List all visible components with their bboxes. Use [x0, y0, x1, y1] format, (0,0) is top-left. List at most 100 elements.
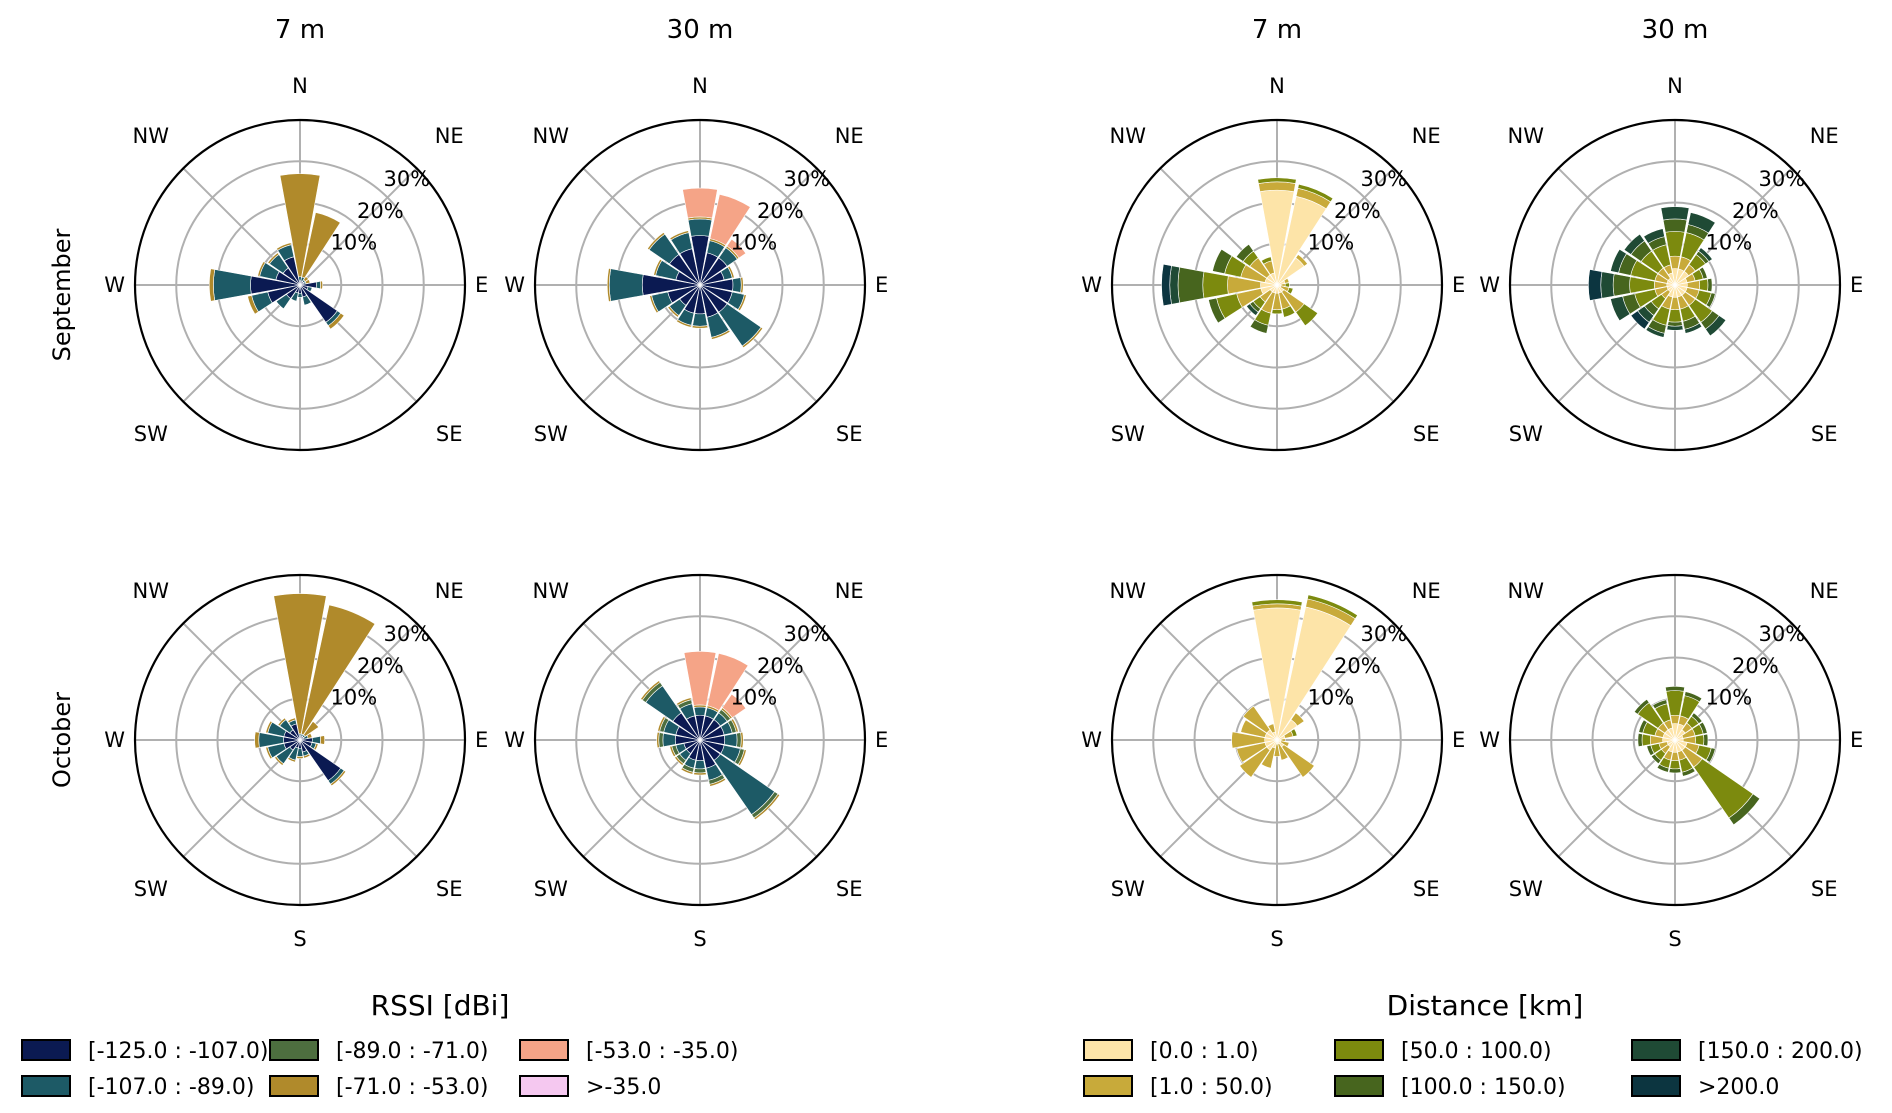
row-title-september: September — [48, 229, 76, 362]
column-title-rssi-30m: 30 m — [667, 15, 734, 45]
windrose-bar — [1698, 266, 1708, 280]
windrose-bar — [1667, 321, 1683, 327]
legend-swatch — [21, 1075, 71, 1097]
direction-label: SE — [1413, 877, 1440, 901]
polar-frame — [1110, 573, 1444, 907]
windrose-bar — [709, 193, 751, 246]
windrose-bar — [290, 291, 299, 302]
windrose-bar — [1669, 759, 1681, 770]
direction-label: SE — [1811, 422, 1838, 446]
windrose-bar — [658, 732, 664, 748]
windrose-bar — [740, 276, 744, 294]
windrose-bar — [315, 280, 321, 290]
direction-label: NW — [133, 124, 170, 148]
radial-tick-label: 20% — [1334, 654, 1381, 678]
direction-label: NE — [435, 124, 464, 148]
column-title-rssi-7m: 7 m — [275, 15, 325, 45]
direction-label: E — [875, 728, 888, 752]
windrose-bar — [276, 242, 292, 251]
windrose-bar — [692, 313, 708, 327]
windrose-bar — [640, 680, 661, 701]
windrose-bar — [1231, 731, 1266, 749]
windrose-bar — [732, 277, 742, 293]
windrose-bar — [277, 717, 287, 727]
windrose-bar — [1290, 712, 1305, 727]
direction-label: SW — [1509, 422, 1543, 446]
direction-label: NE — [1412, 579, 1441, 603]
windrose-bar — [1277, 743, 1289, 761]
windrose-bar — [693, 768, 707, 774]
windrose-bar — [1637, 732, 1643, 748]
angular-gridline — [182, 622, 301, 741]
direction-label: N — [1667, 74, 1683, 98]
windrose-bar — [693, 706, 707, 716]
direction-label: SW — [534, 877, 568, 901]
radial-tick-label: 20% — [757, 199, 804, 223]
legend-swatch — [519, 1075, 569, 1097]
radial-tick-label: 10% — [1308, 685, 1355, 709]
windrose-bar — [737, 749, 747, 767]
windrose-bar — [606, 267, 612, 303]
polar-frame — [1508, 573, 1842, 907]
windrose-bar — [1251, 599, 1303, 607]
windrose-bar — [297, 292, 303, 298]
windrose-bar — [687, 218, 713, 237]
windrose-bar — [1670, 714, 1680, 725]
windrose-bar — [656, 731, 660, 749]
windrose-bar — [1698, 721, 1708, 735]
direction-label: NW — [133, 579, 170, 603]
windrose-bar — [694, 759, 706, 770]
windrose-bar — [1236, 742, 1268, 763]
direction-label: W — [1479, 728, 1500, 752]
legend-label: [-71.0 : -53.0) — [336, 1075, 488, 1100]
windrose-bar — [1283, 277, 1290, 284]
windrose-bar — [1662, 218, 1688, 233]
windrose-bar — [209, 268, 216, 302]
windrose-plot: 10% 20% 30% N NE E SE SW W NW — [1081, 74, 1465, 452]
windrose-bar — [1707, 277, 1713, 293]
windrose-bar — [1258, 181, 1296, 193]
windrose-plot: 10% 20% 30%NE E SE S SW W NW — [504, 573, 888, 951]
direction-label: S — [1270, 927, 1283, 951]
radial-tick-label: 30% — [1759, 167, 1806, 191]
windrose-bar — [1705, 292, 1716, 308]
titles-layer: 7 m 30 m 7 m 30 m September October — [48, 15, 1708, 788]
radial-tick-label: 20% — [1334, 199, 1381, 223]
windrose-bar — [1641, 733, 1651, 747]
windrose-bar — [1728, 793, 1761, 826]
radial-tick-label: 10% — [731, 685, 778, 709]
legend-rssi: RSSI [dBi] [-125.0 : -107.0) [-107.0 : -89… — [21, 989, 738, 1100]
windrose-bar — [1668, 768, 1682, 774]
windrose-bar — [299, 739, 342, 782]
windrose-bar — [1295, 303, 1319, 327]
direction-label: NE — [835, 579, 864, 603]
windrose-bar — [1273, 743, 1281, 757]
direction-label: N — [692, 74, 708, 98]
row-title-october: October — [48, 692, 76, 788]
windrose-bar — [306, 732, 313, 739]
windrose-bar — [1290, 728, 1298, 737]
direction-label: NW — [1110, 579, 1147, 603]
windrose-bar — [707, 652, 749, 711]
direction-label: SE — [436, 877, 463, 901]
windrose-bar — [1286, 287, 1294, 295]
direction-label: SW — [1111, 877, 1145, 901]
windrose-bar — [1684, 322, 1703, 334]
windrose-bar — [1610, 248, 1627, 274]
windrose-bar — [267, 252, 280, 265]
legend-swatch — [1631, 1039, 1681, 1061]
radial-tick-label: 10% — [1308, 230, 1355, 254]
direction-label: SW — [134, 422, 168, 446]
windrose-bar — [1656, 763, 1670, 773]
windrose-bar — [275, 293, 292, 310]
windrose-bar — [1684, 691, 1703, 703]
windrose-bar — [753, 793, 781, 821]
direction-label: W — [104, 273, 125, 297]
windrose-bar — [674, 756, 684, 766]
direction-label: NW — [1508, 579, 1545, 603]
windrose-bar — [1694, 734, 1705, 746]
windrose-bar — [303, 720, 320, 737]
windrose-bar — [1666, 325, 1684, 331]
windrose-bar — [1161, 263, 1172, 307]
direction-label: NW — [1508, 124, 1545, 148]
